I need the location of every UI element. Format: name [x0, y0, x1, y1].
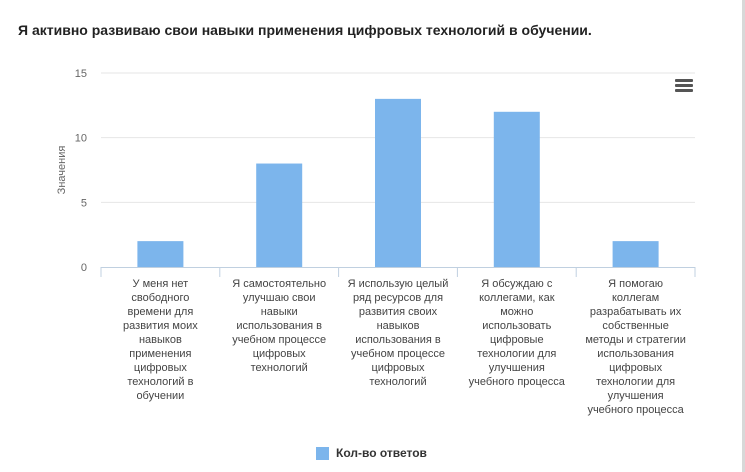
bar [137, 241, 184, 267]
scrollbar-edge [742, 0, 745, 472]
hamburger-menu-icon[interactable] [675, 79, 693, 93]
y-tick-label: 15 [75, 68, 87, 80]
legend-label: Кол-во ответов [336, 446, 427, 460]
legend-item[interactable]: Кол-во ответов [316, 446, 427, 460]
x-category-label: Я помогаю коллегам разрабатывать их собстве… [585, 278, 686, 416]
chart-title: Я активно развиваю свои навыки применени… [18, 22, 592, 38]
x-category-label: Я самостоятельно улучшаю свои навыки исполь… [232, 278, 327, 374]
bar [493, 111, 540, 267]
bar [256, 163, 303, 267]
y-axis-title: Значения [56, 146, 68, 195]
y-tick-label: 10 [75, 133, 87, 145]
y-tick-label: 5 [81, 197, 87, 209]
x-category-label: Я обсуждаю с коллегами, как можно использов… [468, 278, 565, 388]
x-category-label: У меня нет свободного времени для развития … [123, 278, 198, 402]
y-tick-label: 0 [81, 262, 87, 274]
legend-swatch [316, 446, 329, 460]
bar [375, 98, 421, 267]
bar [612, 241, 659, 267]
x-category-label: Я использую целый ряд ресурсов для развити… [347, 278, 449, 388]
